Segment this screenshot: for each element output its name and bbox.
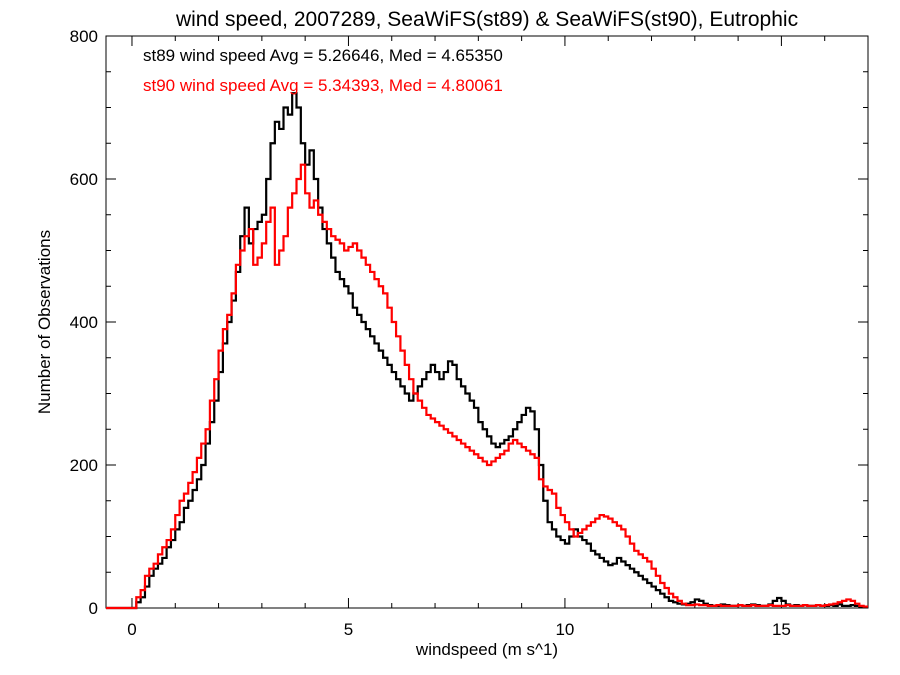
- st89-stats-annotation: st89 wind speed Avg = 5.26646, Med = 4.6…: [143, 46, 503, 65]
- y-tick-label: 400: [70, 313, 98, 332]
- y-tick-label: 600: [70, 170, 98, 189]
- axis-ticks: 0 5 10 15 0 200 400 600 800: [70, 27, 869, 639]
- y-tick-label: 0: [89, 599, 98, 618]
- x-tick-label: 5: [344, 620, 353, 639]
- series-layer: [106, 92, 868, 610]
- y-tick-label: 200: [70, 456, 98, 475]
- y-tick-label: 800: [70, 27, 98, 46]
- series-line-st90: [106, 163, 868, 610]
- plot-frame: [105, 35, 869, 609]
- x-tick-label: 15: [772, 620, 791, 639]
- y-axis-label: Number of Observations: [35, 230, 54, 414]
- x-tick-label: 10: [555, 620, 574, 639]
- x-tick-label: 0: [127, 620, 136, 639]
- x-axis-label: windspeed (m s^1): [415, 640, 558, 659]
- chart-title: wind speed, 2007289, SeaWiFS(st89) & Sea…: [175, 8, 798, 31]
- st90-stats-annotation: st90 wind speed Avg = 5.34393, Med = 4.8…: [143, 76, 503, 95]
